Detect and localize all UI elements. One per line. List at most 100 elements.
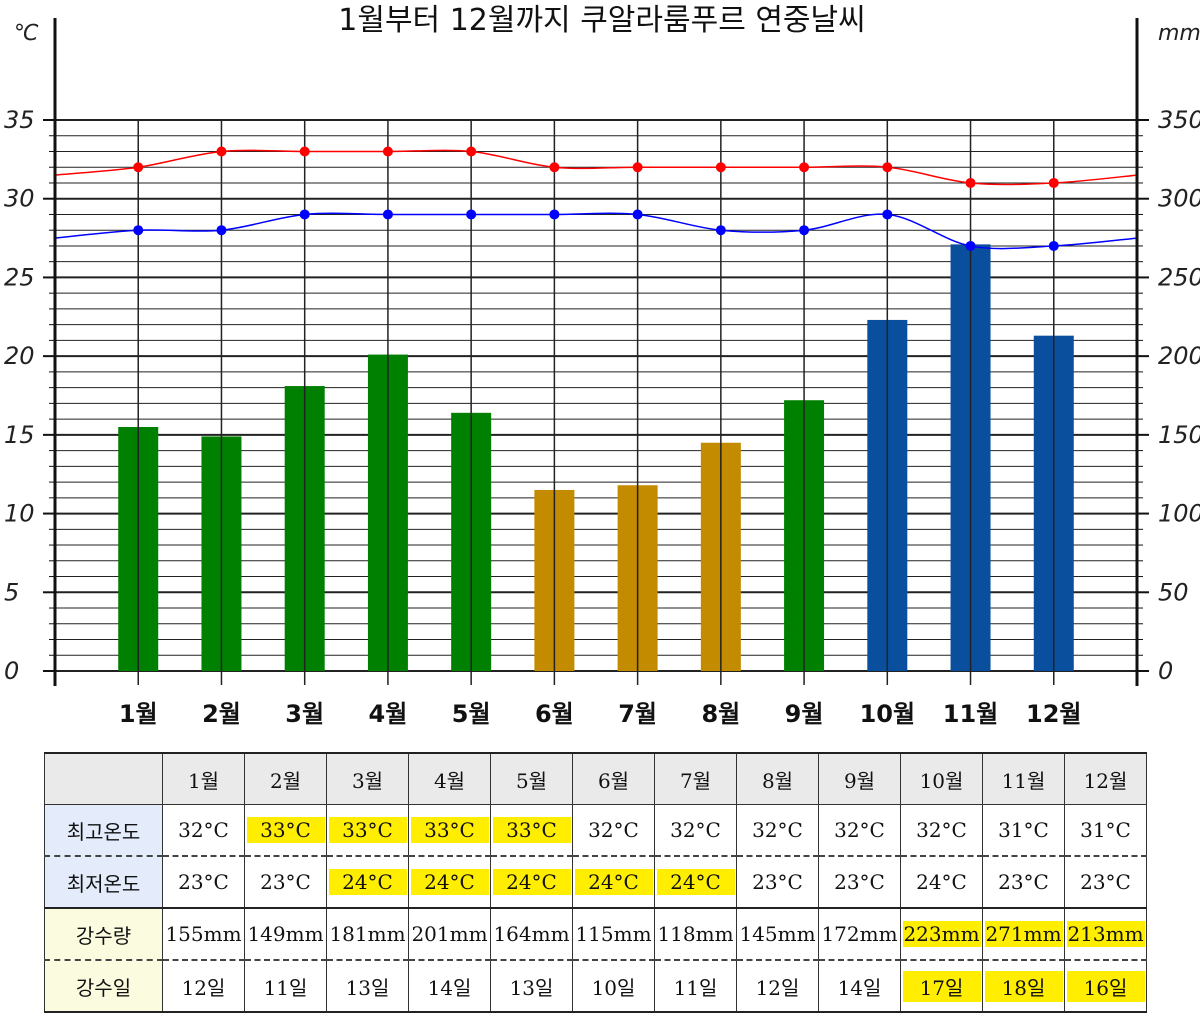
table-cell: 14일 bbox=[818, 960, 901, 1013]
table-cell: 16일 bbox=[1064, 960, 1147, 1013]
month-label-5: 5월 bbox=[452, 700, 491, 728]
table-cell: 23°C bbox=[982, 856, 1065, 909]
table-cell: 33°C bbox=[490, 804, 573, 857]
high-temp-point-7 bbox=[632, 162, 643, 173]
highlighted-value: 33°C bbox=[328, 817, 407, 843]
low-temp-point-5 bbox=[466, 209, 477, 220]
table-cell: 172mm bbox=[818, 908, 901, 961]
table-cell: 17일 bbox=[900, 960, 983, 1013]
table-cell: 13일 bbox=[326, 960, 409, 1013]
low-temp-point-8 bbox=[715, 225, 726, 236]
table-header-cell: 6월 bbox=[572, 752, 655, 805]
table-row: 최저온도 23°C 23°C 24°C 24°C 24°C 24°C 24°C 23°C 23°C… bbox=[44, 856, 1147, 909]
table-cell: 32°C bbox=[572, 804, 655, 857]
table-row: 강수일 12일 11일 13일 14일 13일 10일 11일 12일 14일 17일 18일 16일 bbox=[44, 960, 1147, 1013]
low-temp-point-3 bbox=[299, 209, 310, 220]
highlighted-value: 24°C bbox=[492, 869, 571, 895]
highlighted-value: 33°C bbox=[492, 817, 571, 843]
table-cell: 24°C bbox=[900, 856, 983, 909]
left-tick-label: 15 bbox=[4, 421, 35, 449]
table-cell: 149mm bbox=[244, 908, 327, 961]
highlighted-value: 24°C bbox=[328, 869, 407, 895]
left-unit: ℃ bbox=[14, 21, 39, 46]
left-tick-label: 10 bbox=[4, 500, 35, 528]
table-row: 최고온도 32°C 33°C 33°C 33°C 33°C 32°C 32°C 32°C 32°C… bbox=[44, 804, 1147, 857]
right-tick-label: 100 bbox=[1158, 500, 1200, 528]
high-temp-line bbox=[54, 149, 1138, 186]
high-temp-point-4 bbox=[382, 146, 393, 157]
high-temp-point-1 bbox=[133, 162, 144, 173]
low-temp-point-10 bbox=[882, 209, 893, 220]
table-cell: 118mm bbox=[654, 908, 737, 961]
table-cell: 23°C bbox=[736, 856, 819, 909]
left-tick-label: 0 bbox=[4, 657, 19, 685]
high-temp-point-6 bbox=[549, 162, 560, 173]
month-label-4: 4월 bbox=[369, 700, 408, 728]
table-row: 강수량 155mm 149mm 181mm 201mm 164mm 115mm 118mm 14… bbox=[44, 908, 1147, 961]
table-cell: 11일 bbox=[654, 960, 737, 1013]
table-cell: 23°C bbox=[818, 856, 901, 909]
table-header-cell: 12월 bbox=[1064, 752, 1147, 805]
row-label: 최저온도 bbox=[44, 856, 163, 909]
low-temp-point-12 bbox=[1048, 240, 1059, 251]
high-temp-point-10 bbox=[882, 162, 893, 173]
highlighted-value: 24°C bbox=[410, 869, 489, 895]
table-header-row: 1월 2월 3월 4월 5월 6월 7월 8월 9월 10월 11월 12월 bbox=[44, 752, 1147, 805]
table-cell: 145mm bbox=[736, 908, 819, 961]
right-tick-label: 0 bbox=[1158, 657, 1173, 685]
month-label-12: 12월 bbox=[1026, 700, 1081, 728]
high-temp-point-12 bbox=[1048, 177, 1059, 188]
highlighted-value: 24°C bbox=[574, 869, 653, 895]
left-tick-label: 5 bbox=[4, 578, 19, 606]
highlighted-value: 223mm bbox=[902, 921, 981, 947]
month-label-9: 9월 bbox=[785, 700, 824, 728]
row-label: 최고온도 bbox=[44, 804, 163, 857]
month-lines bbox=[137, 120, 1055, 685]
table-header-cell: 1월 bbox=[162, 752, 245, 805]
right-tick-label: 350 bbox=[1158, 106, 1200, 134]
low-temp-point-1 bbox=[133, 225, 144, 236]
precip-bars bbox=[118, 244, 1074, 671]
highlighted-value: 213mm bbox=[1066, 921, 1145, 947]
table-cell: 31°C bbox=[982, 804, 1065, 857]
left-tick-label: 20 bbox=[4, 342, 35, 370]
high-temp-point-3 bbox=[299, 146, 310, 157]
table-header-cell: 3월 bbox=[326, 752, 409, 805]
chart-axes bbox=[43, 18, 1149, 686]
table-corner bbox=[44, 752, 163, 805]
right-unit: mm bbox=[1158, 21, 1200, 46]
high-temp-point-9 bbox=[799, 162, 810, 173]
table-cell: 32°C bbox=[654, 804, 737, 857]
table-cell: 164mm bbox=[490, 908, 573, 961]
right-tick-label: 250 bbox=[1158, 263, 1200, 291]
table-header-cell: 4월 bbox=[408, 752, 491, 805]
table-cell: 18일 bbox=[982, 960, 1065, 1013]
table-cell: 33°C bbox=[244, 804, 327, 857]
highlighted-value: 33°C bbox=[410, 817, 489, 843]
table-cell: 223mm bbox=[900, 908, 983, 961]
table-cell: 24°C bbox=[326, 856, 409, 909]
table-cell: 23°C bbox=[1064, 856, 1147, 909]
table-cell: 33°C bbox=[408, 804, 491, 857]
highlighted-value: 33°C bbox=[246, 817, 325, 843]
low-temp-line bbox=[54, 212, 1138, 250]
table-cell: 10일 bbox=[572, 960, 655, 1013]
right-tick-label: 300 bbox=[1158, 185, 1200, 213]
table-cell: 12일 bbox=[162, 960, 245, 1013]
highlighted-value: 18일 bbox=[984, 970, 1063, 1002]
table-cell: 155mm bbox=[162, 908, 245, 961]
table-cell: 115mm bbox=[572, 908, 655, 961]
low-temp-point-6 bbox=[549, 209, 560, 220]
table-cell: 32°C bbox=[818, 804, 901, 857]
table-cell: 271mm bbox=[982, 908, 1065, 961]
temp-lines bbox=[54, 146, 1138, 251]
month-label-2: 2월 bbox=[202, 700, 241, 728]
table-header-cell: 8월 bbox=[736, 752, 819, 805]
highlighted-value: 24°C bbox=[656, 869, 735, 895]
high-temp-point-2 bbox=[216, 146, 227, 157]
chart-title: 1월부터 12월까지 쿠알라룸푸르 연중날씨 bbox=[338, 3, 865, 38]
low-temp-point-9 bbox=[799, 225, 810, 236]
table-header-cell: 11월 bbox=[982, 752, 1065, 805]
month-label-3: 3월 bbox=[285, 700, 324, 728]
highlighted-value: 16일 bbox=[1066, 970, 1145, 1002]
